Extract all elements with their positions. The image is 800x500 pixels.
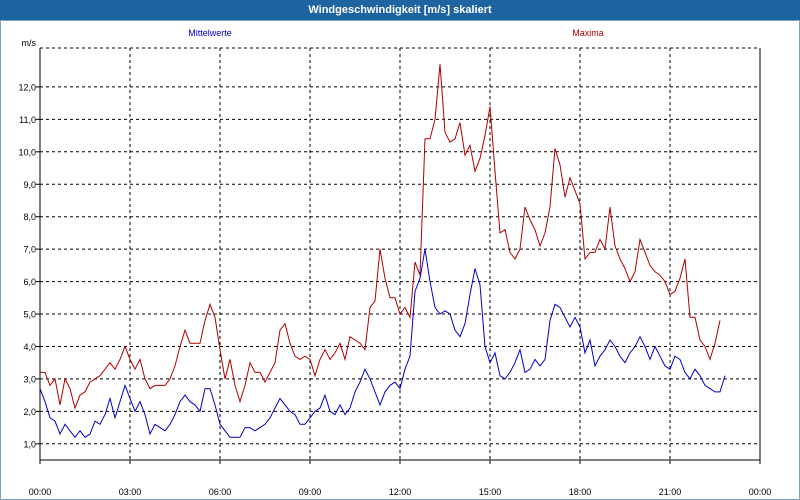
y-tick-label: 1,0: [23, 439, 36, 449]
y-tick-label: 12,0: [18, 82, 36, 92]
x-tick-label-time: 21:00: [659, 487, 682, 497]
chart-title: Windgeschwindigkeit [m/s] skaliert: [308, 4, 492, 16]
y-tick-label: 9,0: [23, 180, 36, 190]
y-tick-label: 8,0: [23, 212, 36, 222]
x-tick-label-time: 06:00: [209, 487, 232, 497]
x-tick-label-time: 00:00: [749, 487, 772, 497]
x-tick-label-time: 09:00: [299, 487, 322, 497]
y-tick-label: 7,0: [23, 245, 36, 255]
wind-speed-chart: 00:0004.11.1703:0004.11.1706:0004.11.170…: [18, 28, 772, 497]
legend-label-maxima: Maxima: [572, 28, 604, 38]
x-tick-label-time: 18:00: [569, 487, 592, 497]
x-tick-label-time: 00:00: [29, 487, 52, 497]
y-tick-label: 6,0: [23, 277, 36, 287]
y-axis-unit-label: m/s: [22, 38, 37, 48]
y-tick-label: 2,0: [23, 407, 36, 417]
y-tick-label: 10,0: [18, 147, 36, 157]
x-tick-label-time: 15:00: [479, 487, 502, 497]
series-line-mittelwerte: [39, 249, 726, 439]
series-line-maxima: [40, 64, 721, 410]
y-tick-label: 11,0: [19, 115, 36, 125]
x-tick-label-time: 03:00: [119, 487, 142, 497]
legend-label-mittelwerte: Mittelwerte: [188, 28, 232, 38]
y-tick-label: 3,0: [23, 374, 36, 384]
x-tick-label-time: 12:00: [389, 487, 412, 497]
y-tick-label: 5,0: [23, 310, 36, 320]
chart-title-bar: Windgeschwindigkeit [m/s] skaliert: [0, 0, 800, 20]
y-tick-label: 4,0: [23, 342, 36, 352]
